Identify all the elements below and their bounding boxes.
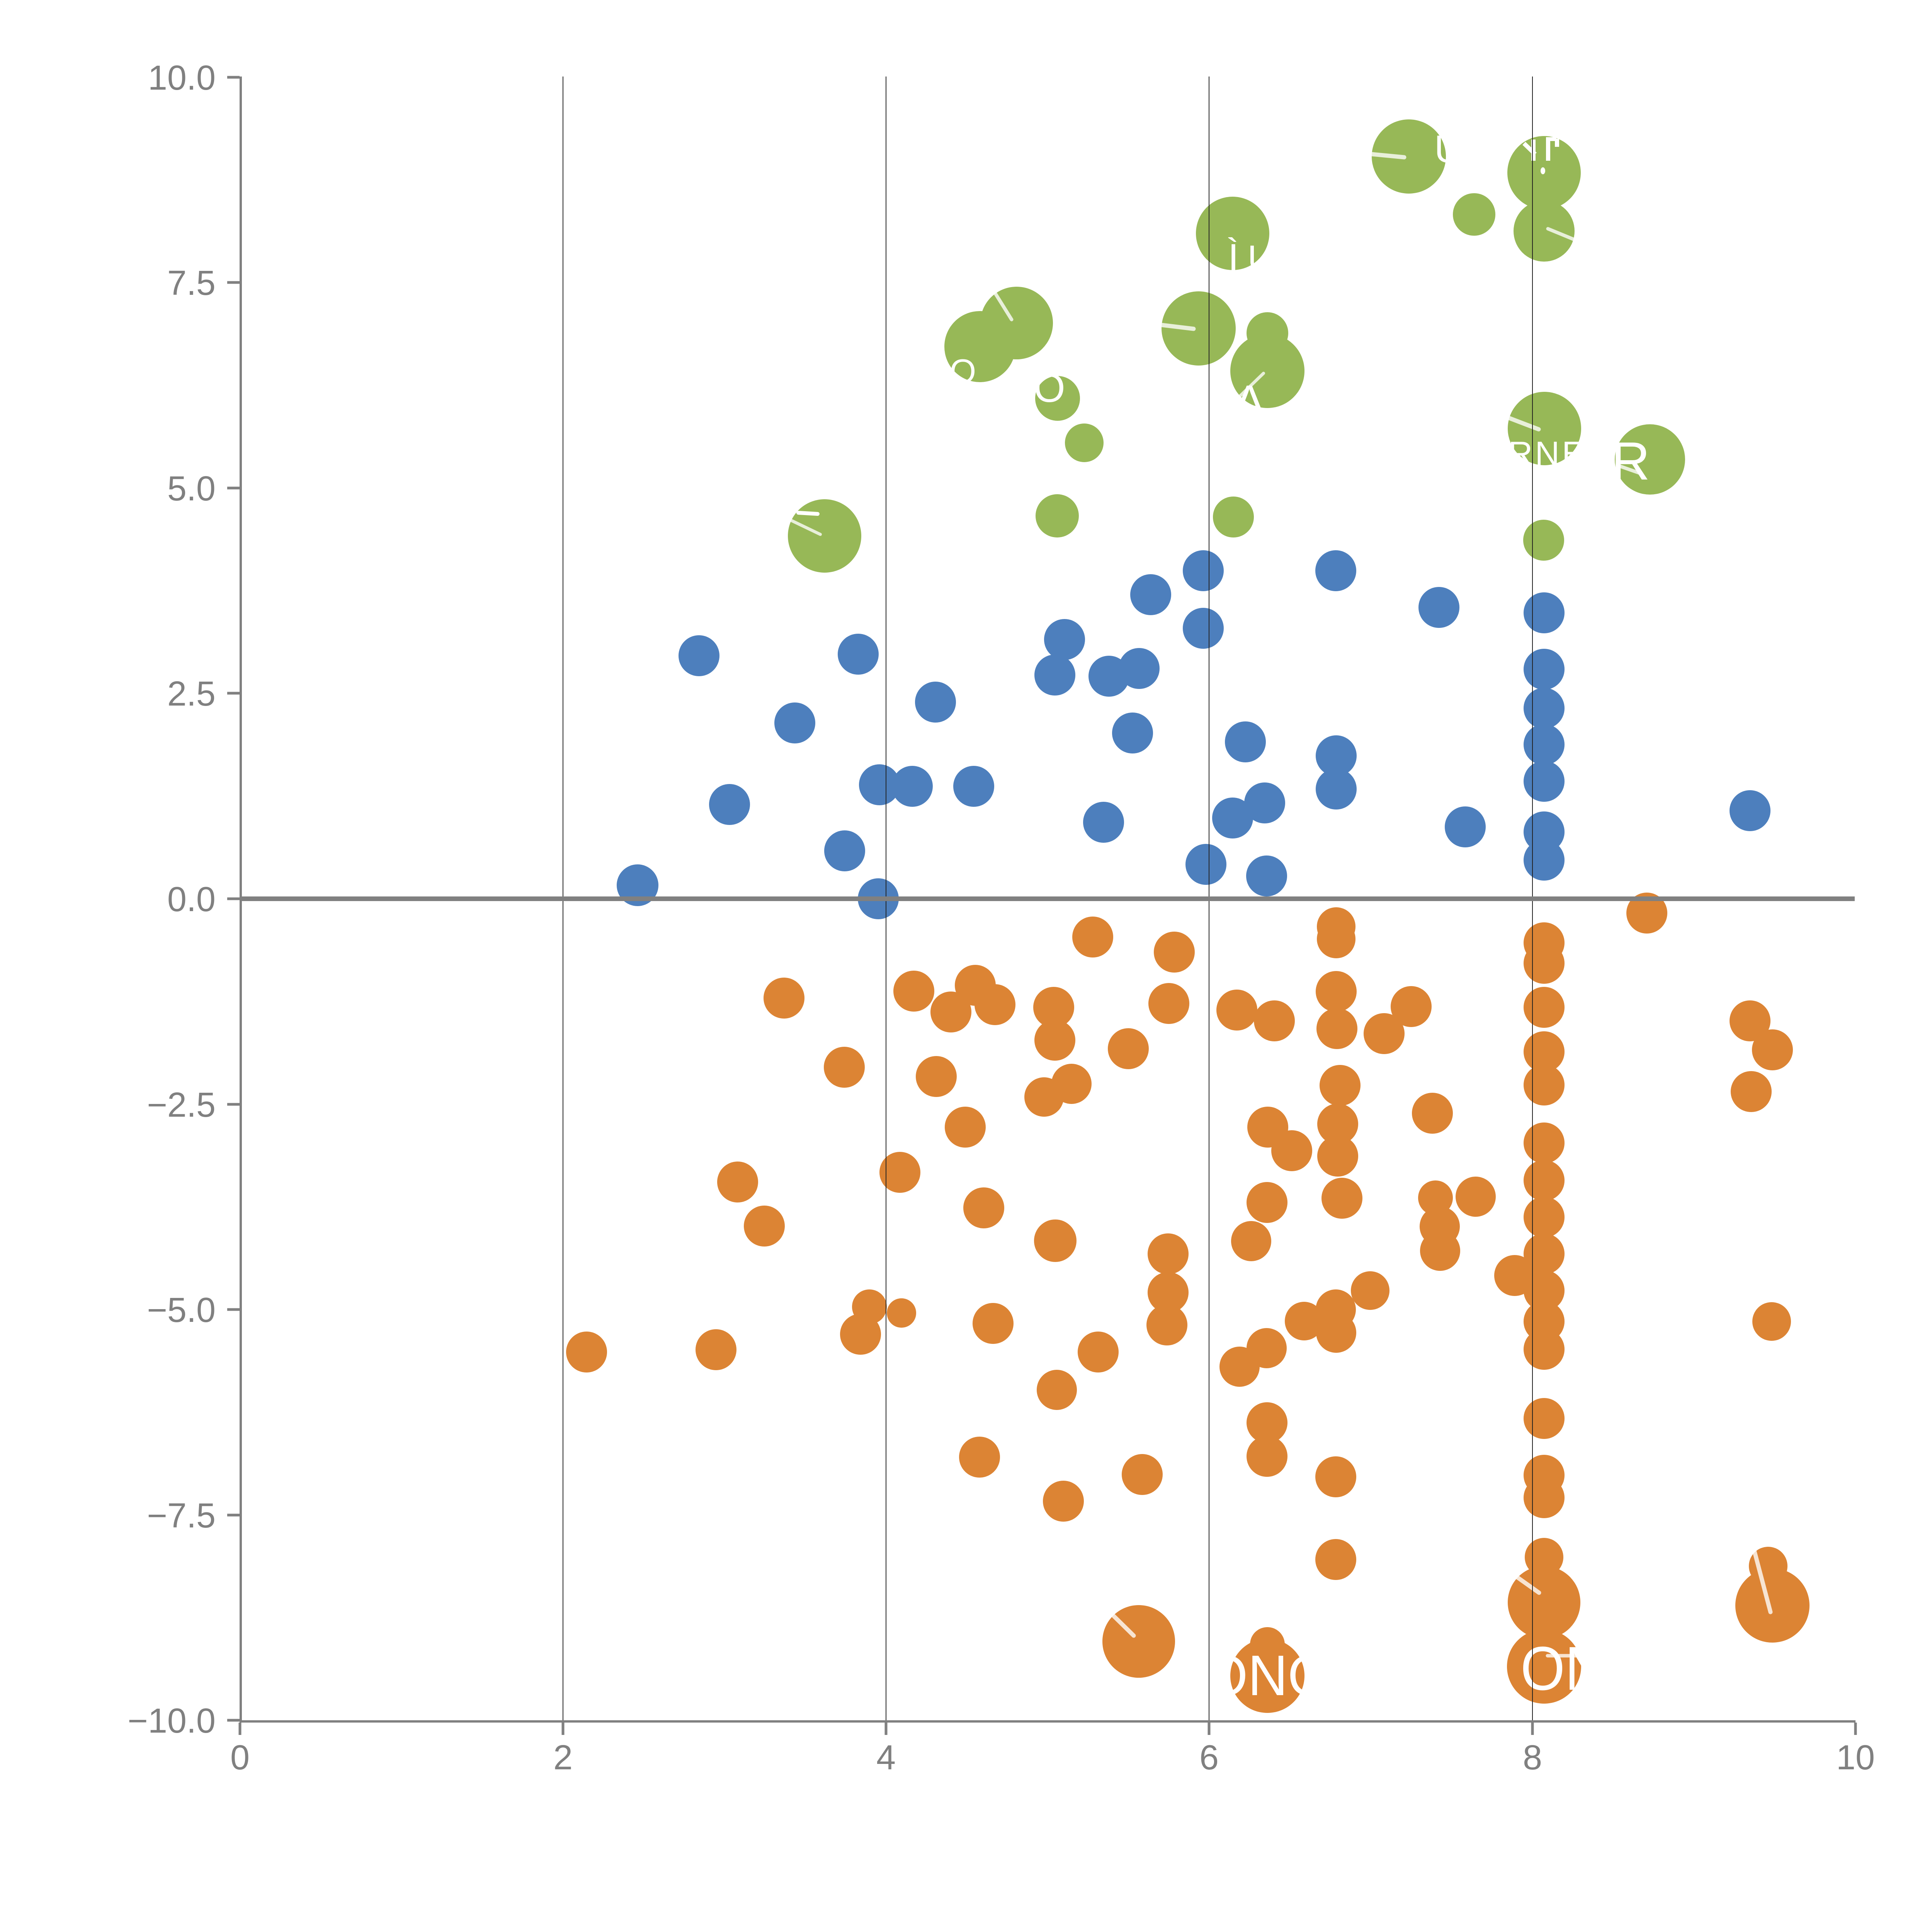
svg-text:A: A: [1233, 375, 1265, 430]
svg-text:−2.5: −2.5: [147, 1086, 216, 1124]
svg-text:2.5: 2.5: [167, 675, 216, 713]
svg-text:6: 6: [1199, 1738, 1219, 1777]
svg-text:2: 2: [553, 1738, 573, 1777]
svg-text:10.0: 10.0: [148, 59, 216, 97]
svg-text:U: U: [1248, 238, 1274, 279]
svg-text:10: 10: [1836, 1738, 1875, 1777]
svg-text:U: U: [1434, 128, 1462, 171]
svg-text:−7.5: −7.5: [147, 1497, 216, 1535]
svg-text:R: R: [1611, 431, 1650, 491]
svg-text:O: O: [950, 352, 976, 390]
svg-text:RNE: RNE: [1508, 434, 1587, 473]
svg-text:8: 8: [1523, 1738, 1542, 1777]
svg-text:0.0: 0.0: [167, 880, 216, 919]
svg-text:ONO: ONO: [1205, 1644, 1331, 1708]
svg-text:7.5: 7.5: [167, 264, 216, 303]
svg-text:ON: ON: [1520, 1634, 1606, 1703]
svg-text:0: 0: [230, 1738, 250, 1777]
svg-text:5.0: 5.0: [167, 469, 216, 508]
svg-text:4: 4: [876, 1738, 896, 1777]
svg-text:−10.0: −10.0: [128, 1702, 216, 1740]
svg-text:Ì: Ì: [1228, 236, 1239, 279]
svg-text:O: O: [1034, 366, 1065, 411]
svg-text:−5.0: −5.0: [147, 1291, 216, 1330]
